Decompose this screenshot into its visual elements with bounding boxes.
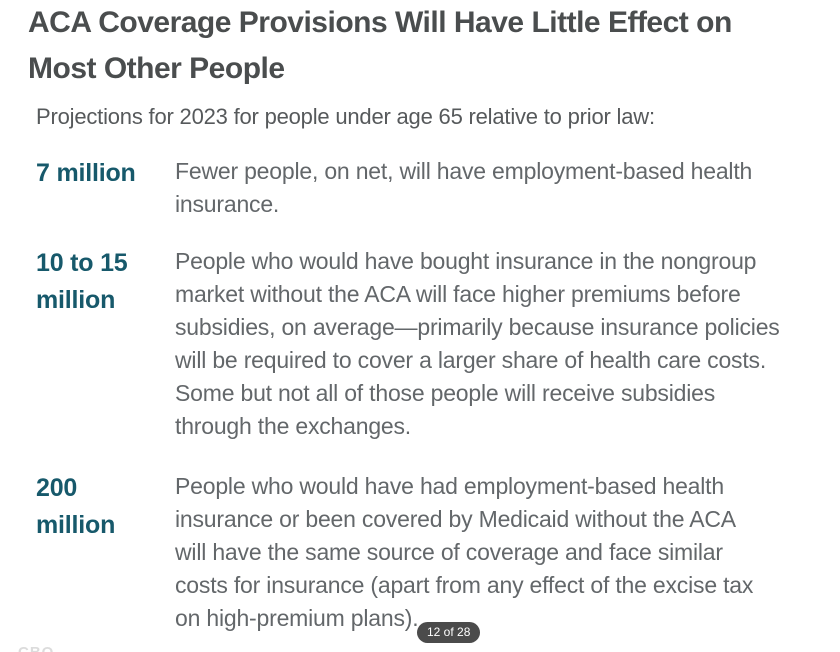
cbo-logo: CBO — [18, 644, 54, 652]
page-number-badge: 12 of 28 — [417, 622, 481, 643]
stat-description-200-million: People who would have had employment-bas… — [175, 473, 754, 631]
slide-subtitle: Projections for 2023 for people under ag… — [36, 104, 655, 129]
stat-value-10-to-15-million: 10 to 15 million — [36, 249, 128, 314]
slide-title: ACA Coverage Provisions Will Have Little… — [28, 6, 732, 85]
stat-description-10-to-15-million: People who would have bought insurance i… — [175, 248, 780, 439]
stat-description-7-million: Fewer people, on net, will have employme… — [175, 158, 753, 217]
stat-value-7-million: 7 million — [36, 159, 136, 187]
stat-value-200-million: 200 million — [36, 474, 116, 539]
